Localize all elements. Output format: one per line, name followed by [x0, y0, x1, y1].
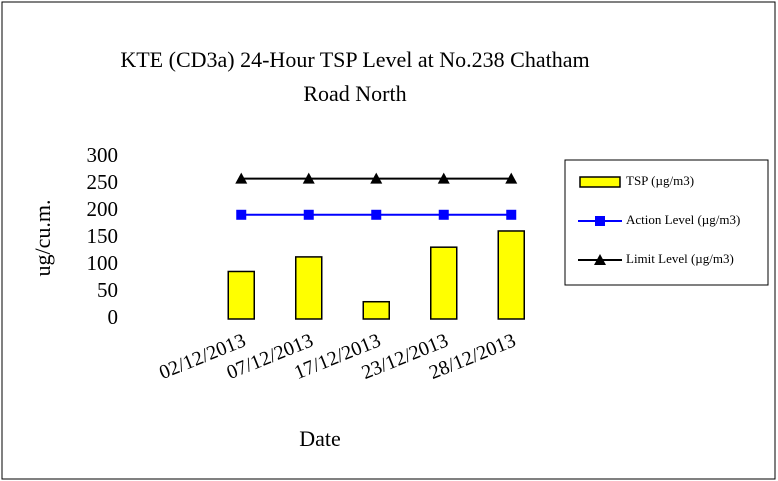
legend-label: Action Level (µg/m3): [626, 212, 740, 227]
y-tick-label: 100: [87, 251, 119, 275]
chart-title: KTE (CD3a) 24-Hour TSP Level at No.238 C…: [120, 47, 589, 72]
line-marker: [236, 209, 247, 220]
legend-swatch: [579, 176, 621, 188]
bar: [430, 246, 458, 320]
y-tick-label: 150: [87, 224, 119, 248]
bar: [295, 256, 323, 320]
line-marker: [437, 172, 450, 184]
y-tick-label: 50: [97, 278, 118, 302]
line-marker: [438, 209, 449, 220]
x-axis-label: Date: [299, 426, 341, 451]
y-tick-label: 200: [87, 197, 119, 221]
bar: [497, 230, 525, 320]
bar: [227, 270, 255, 320]
bar: [362, 300, 390, 320]
legend-marker: [594, 254, 606, 265]
line-marker: [506, 209, 517, 220]
y-axis-label: ug/cu.m.: [30, 200, 55, 277]
legend-label: TSP (µg/m3): [626, 173, 694, 188]
y-tick-label: 300: [87, 143, 119, 167]
y-tick-label: 250: [87, 170, 119, 194]
line-marker: [370, 172, 383, 184]
chart-title-line2: Road North: [303, 81, 406, 106]
line-marker: [302, 172, 315, 184]
line-marker: [505, 172, 518, 184]
legend-label: Limit Level (µg/m3): [626, 251, 734, 266]
line-marker: [235, 172, 248, 184]
legend-marker: [595, 216, 605, 226]
line-marker: [371, 209, 382, 220]
line-marker: [303, 209, 314, 220]
y-tick-label: 0: [108, 305, 119, 329]
